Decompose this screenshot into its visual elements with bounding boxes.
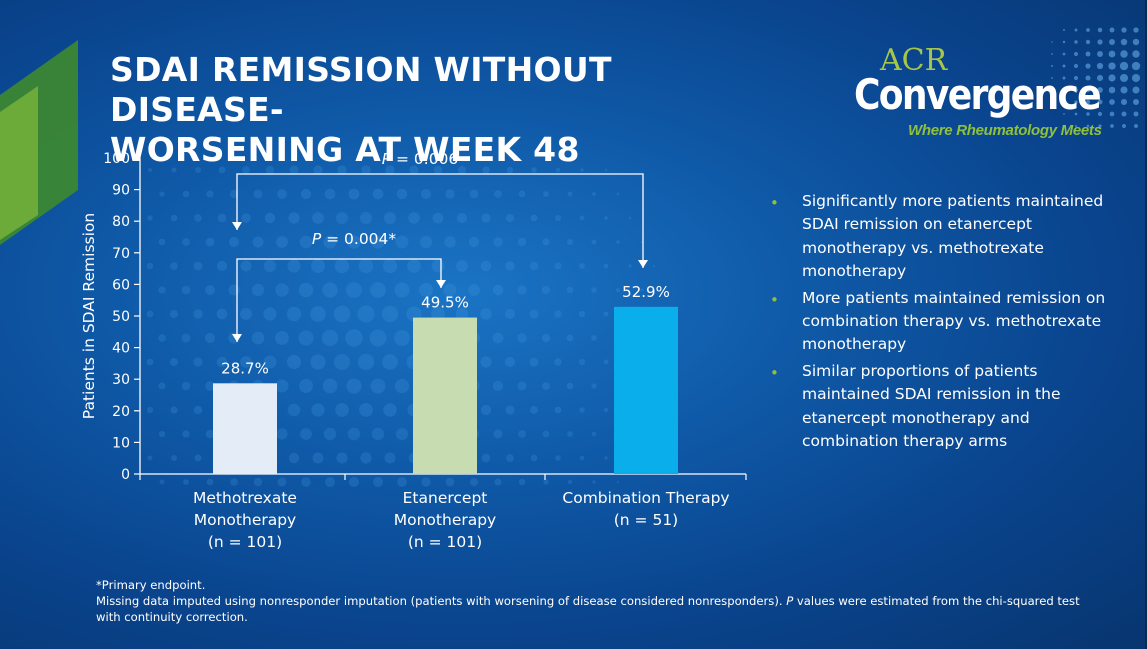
p-value-label-1: P = 0.006 xyxy=(382,150,459,168)
y-tick-label: 20 xyxy=(112,404,130,420)
value-label-1: 28.7% xyxy=(221,359,269,377)
arrow-head-icon xyxy=(436,280,446,288)
arrow-head-icon xyxy=(232,334,242,342)
frame-edge xyxy=(1145,0,1147,649)
bar-3 xyxy=(614,306,678,474)
logo-tagline: Where Rheumatology Meets xyxy=(908,122,1102,139)
bullet-text: Similar proportions of patients maintain… xyxy=(802,361,1061,451)
bullet-dot-icon: • xyxy=(770,363,779,382)
bullet-dot-icon: • xyxy=(770,290,779,309)
y-tick-label: 100 xyxy=(103,151,130,167)
logo-dots-icon xyxy=(1051,27,1141,128)
comparison-bracket-2 xyxy=(236,258,442,342)
bar-chart: 0 10 20 30 40 50 60 70 80 90 100 Patients in SDAI R… xyxy=(80,150,747,551)
y-tick-label: 60 xyxy=(112,277,130,293)
category-label-3: Combination Therapy xyxy=(562,489,729,507)
footnote-text-2: values were estimated from the chi-squar… xyxy=(96,594,1080,624)
bullet-item: • Significantly more patients maintained … xyxy=(770,190,1120,284)
y-tick-label: 70 xyxy=(112,246,130,262)
y-tick-label: 10 xyxy=(112,435,130,451)
category-label-2: Etanercept xyxy=(403,489,488,507)
category-label-2: (n = 101) xyxy=(408,533,482,551)
category-label-2: Monotherapy xyxy=(394,511,496,529)
value-label-2: 49.5% xyxy=(421,294,469,312)
y-tick-label: 80 xyxy=(112,214,130,230)
category-label-1: Methotrexate xyxy=(193,489,297,507)
footnote-primary: *Primary endpoint. xyxy=(96,578,206,592)
logo-convergence-text: Convergence xyxy=(854,70,1102,119)
y-tick-label: 50 xyxy=(112,309,130,325)
category-label-1: (n = 101) xyxy=(208,533,282,551)
comparison-bracket-1 xyxy=(236,173,644,268)
key-findings-list: • Significantly more patients maintained … xyxy=(770,190,1120,456)
logo-acr-text: ACR xyxy=(880,43,948,78)
y-tick-label: 0 xyxy=(121,467,130,483)
title-line-2: WORSENING AT WEEK 48 xyxy=(110,130,580,169)
footnote-missing-data: Missing data imputed using nonresponder … xyxy=(96,593,1096,625)
green-decoration xyxy=(0,40,78,245)
bullet-text: More patients maintained remission on co… xyxy=(802,288,1106,354)
bullet-dot-icon: • xyxy=(770,194,779,212)
footnote-text-1: Missing data imputed using nonresponder … xyxy=(96,594,783,608)
value-label-3: 52.9% xyxy=(622,283,670,301)
bullet-item: • Similar proportions of patients maintai… xyxy=(770,360,1120,454)
y-axis-label: Patients in SDAI Remission xyxy=(80,213,98,419)
y-tick-label: 90 xyxy=(112,183,130,199)
category-label-1: Monotherapy xyxy=(194,511,296,529)
bar-2 xyxy=(413,317,477,474)
arrow-head-icon xyxy=(232,222,242,230)
bullet-text: Significantly more patients maintained S… xyxy=(802,192,1104,281)
y-tick-label: 40 xyxy=(112,341,130,357)
acr-convergence-logo: ACR Convergence Where Rheumatology Meets xyxy=(850,27,1141,150)
bullet-item: • More patients maintained remission on c… xyxy=(770,287,1120,357)
footnotes: *Primary endpoint. Missing data imputed … xyxy=(96,577,1096,625)
arrow-head-icon xyxy=(638,260,648,268)
y-tick-label: 30 xyxy=(112,372,130,388)
p-value-label-2: P = 0.004* xyxy=(312,230,397,248)
category-label-3: (n = 51) xyxy=(614,511,678,529)
title-line-1: SDAI REMISSION WITHOUT DISEASE- xyxy=(110,50,612,129)
bar-1 xyxy=(213,383,277,474)
footnote-p: P xyxy=(786,594,794,608)
page-title: SDAI REMISSION WITHOUT DISEASE- WORSENIN… xyxy=(110,50,750,170)
